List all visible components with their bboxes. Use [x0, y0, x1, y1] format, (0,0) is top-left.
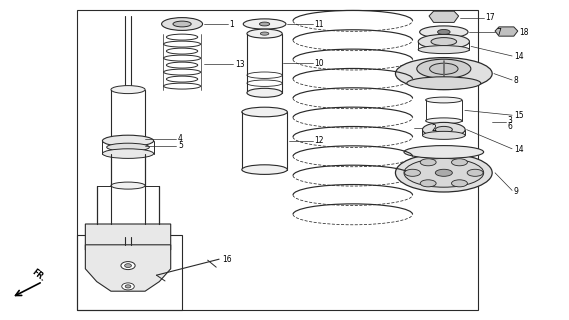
Text: 14: 14	[514, 52, 523, 61]
Text: 15: 15	[514, 111, 523, 120]
Ellipse shape	[438, 29, 450, 35]
Ellipse shape	[125, 285, 131, 288]
Ellipse shape	[422, 123, 465, 137]
Text: 1: 1	[229, 20, 234, 28]
Text: 6: 6	[508, 122, 513, 131]
Ellipse shape	[395, 154, 492, 192]
Text: 13: 13	[235, 60, 245, 68]
Ellipse shape	[435, 169, 452, 176]
Ellipse shape	[467, 169, 483, 176]
Ellipse shape	[426, 118, 462, 124]
Ellipse shape	[162, 18, 203, 30]
Ellipse shape	[405, 169, 420, 176]
Text: 10: 10	[315, 59, 324, 68]
Text: 14: 14	[514, 145, 523, 154]
Text: FR.: FR.	[30, 268, 47, 283]
Text: 11: 11	[315, 20, 324, 28]
Ellipse shape	[404, 158, 484, 187]
Ellipse shape	[407, 77, 481, 90]
Ellipse shape	[107, 143, 149, 151]
Ellipse shape	[420, 159, 436, 166]
Text: 18: 18	[519, 28, 529, 36]
Ellipse shape	[244, 19, 286, 29]
Ellipse shape	[395, 58, 492, 90]
Ellipse shape	[125, 264, 131, 268]
Text: 9: 9	[514, 187, 519, 196]
Text: 3: 3	[508, 116, 513, 124]
Ellipse shape	[418, 46, 469, 54]
Ellipse shape	[247, 29, 282, 38]
Text: 8: 8	[514, 76, 518, 85]
Ellipse shape	[417, 59, 471, 78]
Ellipse shape	[247, 88, 282, 97]
Ellipse shape	[419, 26, 468, 38]
Ellipse shape	[422, 131, 465, 140]
Polygon shape	[495, 27, 518, 36]
Text: 5: 5	[178, 141, 183, 150]
Text: 12: 12	[315, 136, 324, 145]
Ellipse shape	[451, 180, 468, 187]
Ellipse shape	[430, 63, 458, 75]
Ellipse shape	[420, 180, 436, 187]
Ellipse shape	[259, 22, 270, 26]
Text: 2: 2	[431, 124, 436, 132]
Bar	[77, 10, 478, 310]
Ellipse shape	[102, 135, 154, 147]
Ellipse shape	[242, 107, 287, 117]
Text: 17: 17	[485, 13, 495, 22]
Polygon shape	[85, 245, 171, 291]
Polygon shape	[429, 11, 459, 22]
Ellipse shape	[435, 126, 452, 133]
Ellipse shape	[122, 283, 134, 290]
Ellipse shape	[426, 97, 462, 103]
Ellipse shape	[431, 38, 456, 46]
Bar	[77, 235, 182, 310]
Text: 16: 16	[222, 255, 232, 264]
Ellipse shape	[451, 159, 468, 166]
Ellipse shape	[111, 86, 145, 94]
Ellipse shape	[404, 146, 484, 158]
Ellipse shape	[173, 21, 191, 27]
Ellipse shape	[102, 149, 154, 158]
Ellipse shape	[242, 165, 287, 174]
Text: 7: 7	[497, 28, 502, 36]
Polygon shape	[85, 224, 171, 272]
Ellipse shape	[121, 262, 135, 269]
Ellipse shape	[261, 32, 269, 35]
Text: 4: 4	[178, 134, 183, 143]
Ellipse shape	[111, 182, 145, 189]
Ellipse shape	[418, 35, 469, 49]
